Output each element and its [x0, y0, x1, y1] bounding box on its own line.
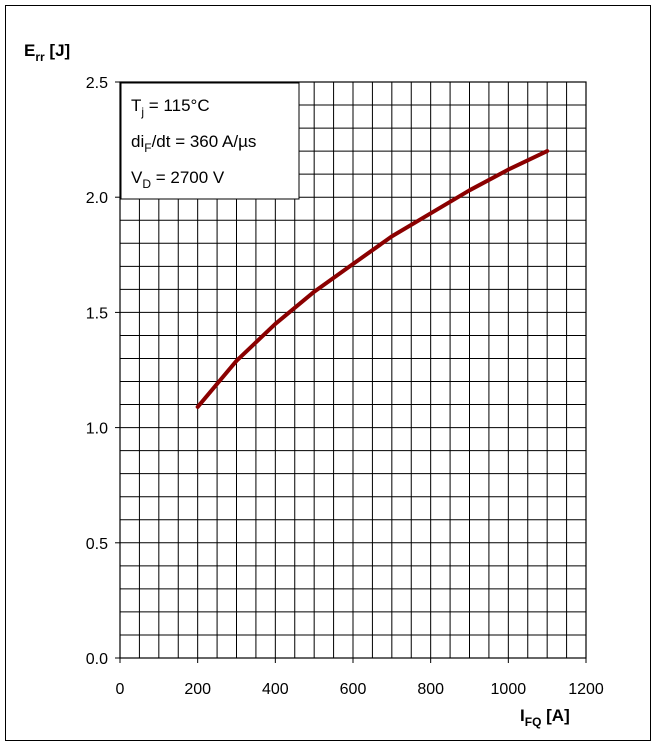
- x-tick-label: 400: [262, 681, 289, 698]
- conditions-rest: /dt = 360 A/µs: [152, 132, 257, 151]
- y-axis-title-unit: [J]: [45, 41, 71, 60]
- conditions-box: [120, 82, 300, 200]
- x-axis-title-main: I: [520, 706, 525, 725]
- y-axis-title-sub: rr: [35, 50, 45, 64]
- y-tick-label: 0.0: [86, 651, 108, 668]
- series-layer: [195, 149, 550, 409]
- conditions-main: T: [131, 96, 141, 115]
- x-axis-title-sub: FQ: [525, 715, 542, 729]
- ticks-layer: 0 200 400 600 800 1000 1200 0.0 0.5 1.0 1.5 2.0 2.5: [86, 75, 604, 698]
- y-axis-title: Err [J]: [24, 41, 70, 64]
- x-tick-label: 1200: [568, 681, 604, 698]
- y-tick-label: 2.5: [86, 75, 108, 92]
- conditions-main: di: [131, 132, 144, 151]
- x-tick-label: 200: [184, 681, 211, 698]
- y-tick-label: 2.0: [86, 190, 108, 207]
- conditions-sub: j: [140, 105, 144, 119]
- conditions-rest: = 115°C: [144, 96, 210, 115]
- x-tick-label: 600: [340, 681, 367, 698]
- conditions-line: diF/dt = 360 A/µs: [131, 132, 256, 155]
- chart-svg: 0 200 400 600 800 1000 12000.00.51.01.52.02.5 …: [24, 41, 604, 729]
- x-axis-title: IFQ [A]: [520, 706, 570, 729]
- data-series-line: [195, 149, 550, 409]
- conditions-sub: D: [142, 177, 151, 191]
- x-tick-label: 800: [417, 681, 444, 698]
- y-tick-label: 1.5: [86, 305, 108, 322]
- y-tick-label: 0.5: [86, 536, 108, 553]
- y-axis-title-main: E: [24, 41, 35, 60]
- y-tick-label: 1.0: [86, 421, 108, 438]
- x-tick-label: 0: [116, 681, 125, 698]
- x-tick-label: 1000: [491, 681, 527, 698]
- conditions-rest: = 2700 V: [151, 168, 225, 187]
- conditions-line: VD = 2700 V: [131, 168, 225, 191]
- conditions-main: V: [131, 168, 143, 187]
- conditions-line: Tj = 115°C: [131, 96, 210, 119]
- x-axis-title-unit: [A]: [541, 706, 569, 725]
- conditions-sub: F: [144, 141, 151, 155]
- chart-frame: 0 200 400 600 800 1000 1200 0.0 0.5 1.0 1.5 2.0 2.5 …: [5, 5, 651, 741]
